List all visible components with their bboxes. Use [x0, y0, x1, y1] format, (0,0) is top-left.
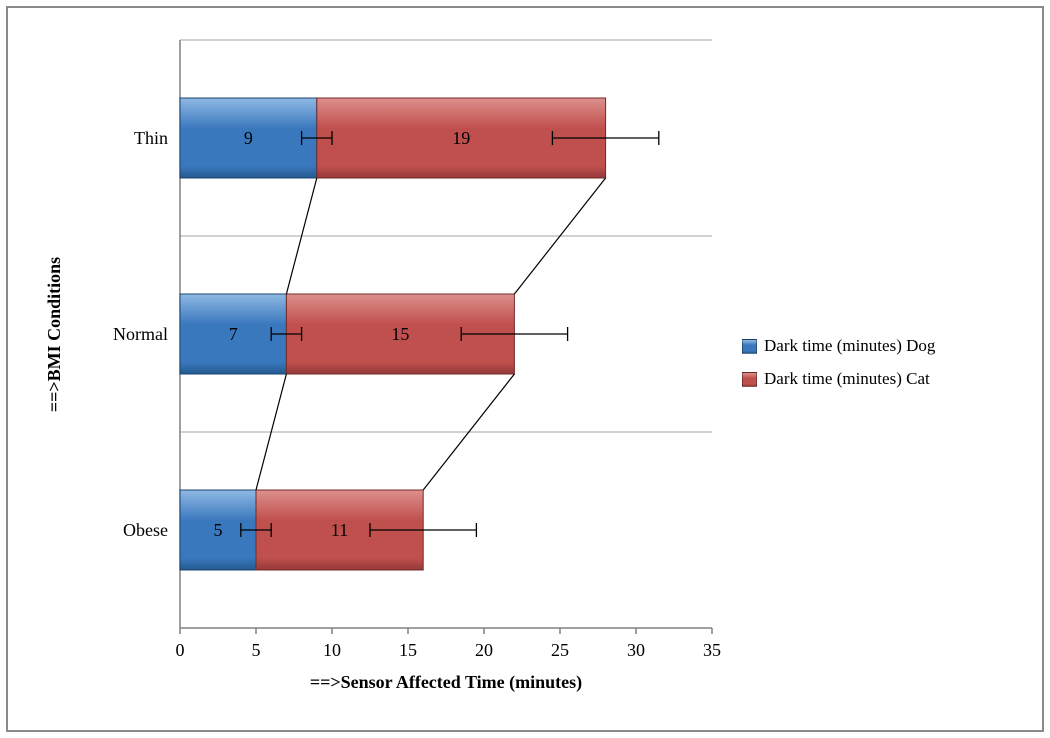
- data-label: 7: [229, 324, 238, 344]
- legend-label-cat: Dark time (minutes) Cat: [764, 369, 930, 388]
- category-label: Normal: [113, 324, 168, 344]
- error-bars: [240, 131, 660, 537]
- legend-label-dog: Dark time (minutes) Dog: [764, 336, 936, 355]
- x-axis-title: ==>Sensor Affected Time (minutes): [309, 672, 583, 692]
- category-labels: Thin Normal Obese: [113, 128, 168, 540]
- x-tick-label: 10: [323, 640, 341, 660]
- x-axis-ticks: 0 5 10 15 20 25 30 35: [176, 628, 721, 660]
- data-labels: 9 19 7 15 5 11: [214, 128, 471, 540]
- x-tick-label: 0: [176, 640, 185, 660]
- data-label: 5: [214, 520, 223, 540]
- series-connector-lines: [255, 177, 607, 491]
- legend: Dark time (minutes) Dog Dark time (minut…: [742, 336, 935, 389]
- x-tick-label: 5: [252, 640, 261, 660]
- data-label: 19: [452, 128, 470, 148]
- x-tick-label: 15: [399, 640, 417, 660]
- category-label: Thin: [134, 128, 168, 148]
- x-tick-label: 35: [703, 640, 721, 660]
- data-label: 9: [244, 128, 253, 148]
- y-axis-title-text: ==>BMI Conditions: [44, 256, 65, 412]
- x-tick-label: 25: [551, 640, 569, 660]
- data-label: 15: [391, 324, 409, 344]
- legend-swatch-dog-icon: [742, 338, 757, 354]
- bars-layer: [179, 97, 607, 571]
- legend-swatch-cat-icon: [742, 371, 757, 387]
- y-axis-title: ==>BMI Conditions: [38, 40, 72, 628]
- legend-item-dog: Dark time (minutes) Dog: [742, 336, 935, 356]
- bar-segment-dog-normal: [179, 293, 287, 375]
- category-label: Obese: [123, 520, 168, 540]
- x-tick-label: 30: [627, 640, 645, 660]
- x-tick-label: 20: [475, 640, 493, 660]
- data-label: 11: [331, 520, 348, 540]
- gridlines: [180, 39, 712, 433]
- legend-item-cat: Dark time (minutes) Cat: [742, 369, 935, 389]
